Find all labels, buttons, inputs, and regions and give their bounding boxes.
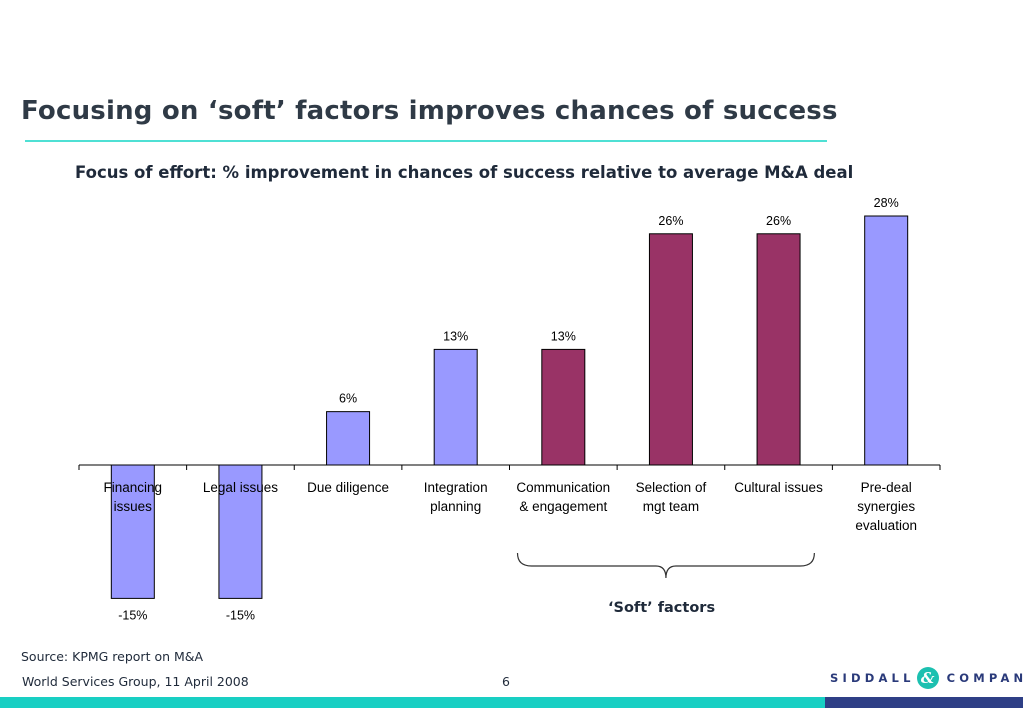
category-label: Communication [516, 480, 610, 495]
category-label: Financing [104, 480, 163, 495]
category-label: issues [114, 499, 153, 514]
bar [326, 411, 371, 466]
data-label: 6% [339, 392, 357, 406]
category-label: evaluation [855, 518, 917, 533]
footer-text: World Services Group, 11 April 2008 [22, 674, 249, 689]
data-label: -15% [118, 608, 147, 622]
data-label: 13% [443, 329, 468, 343]
category-label: synergies [857, 499, 915, 514]
company-logo: SIDDALL & COMPANY [830, 667, 1023, 689]
page-title: Focusing on ‘soft’ factors improves chan… [21, 96, 838, 126]
bar [864, 215, 909, 466]
category-label: Cultural issues [734, 480, 823, 495]
chart-title: Focus of effort: % improvement in chance… [75, 163, 854, 182]
page-number: 6 [502, 674, 510, 689]
footer-bar-teal [0, 697, 825, 708]
bar [433, 348, 478, 466]
category-label: Integration [424, 480, 488, 495]
category-label: planning [430, 499, 481, 514]
category-label: Pre-deal [861, 480, 912, 495]
category-label: Legal issues [203, 480, 278, 495]
data-label: 13% [551, 329, 576, 343]
category-label: Selection of [636, 480, 707, 495]
bar [541, 348, 586, 466]
category-label: Due diligence [307, 480, 389, 495]
soft-factors-bracket [516, 552, 815, 579]
bar [110, 464, 155, 599]
source-note: Source: KPMG report on M&A [21, 649, 204, 664]
data-label: 28% [874, 196, 899, 210]
data-label: 26% [658, 214, 683, 228]
data-label: 26% [766, 214, 791, 228]
bar [756, 233, 801, 466]
logo-text-left: SIDDALL [830, 671, 915, 685]
bar-chart: -15% Financing issues -15% Legal issues 6% Due… [78, 196, 941, 622]
footer-bar-navy [825, 697, 1023, 708]
category-label: & engagement [519, 499, 607, 514]
logo-text-right: COMPANY [946, 671, 1023, 685]
logo-ampersand-icon: & [916, 667, 939, 689]
bar [218, 464, 263, 599]
soft-factors-label: ‘Soft’ factors [608, 600, 716, 616]
bar [648, 233, 693, 466]
title-underline [25, 140, 827, 142]
category-label: mgt team [643, 499, 699, 514]
data-label: -15% [226, 608, 255, 622]
